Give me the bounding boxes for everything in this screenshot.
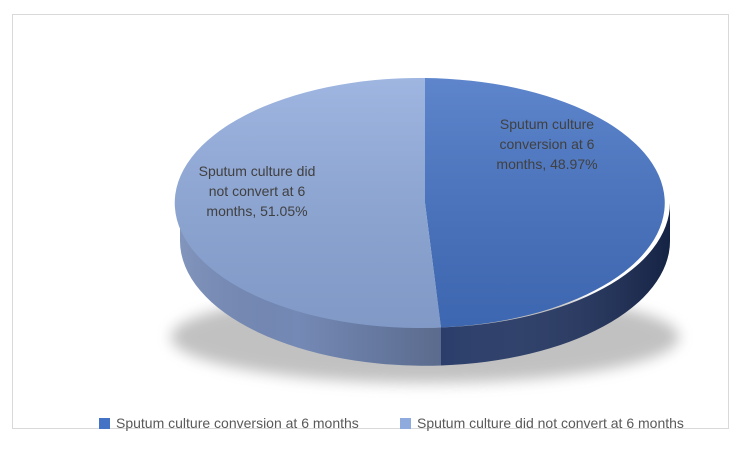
pie-3d-chart [171,77,679,383]
data-label-line: not convert at 6 [208,183,306,199]
legend-swatch-did-not-convert [400,417,411,429]
data-label-did-not-convert: Sputum culture did not convert at 6 mont… [167,161,347,221]
data-label-line: Sputum culture did [198,163,316,179]
legend-label: Sputum culture conversion at 6 months [116,415,359,431]
legend-label: Sputum culture did not convert at 6 mont… [417,415,684,431]
legend-item-did-not-convert[interactable]: Sputum culture did not convert at 6 mont… [400,415,684,431]
data-label-line: months, 51.05% [206,203,308,219]
legend-swatch-conversion [99,417,110,429]
data-label-conversion: Sputum culture conversion at 6 months, 4… [457,114,637,174]
chart-area: Sputum culture conversion at 6 months, 4… [12,14,729,431]
data-label-line: Sputum culture [499,116,595,132]
legend-item-conversion[interactable]: Sputum culture conversion at 6 months [99,415,359,431]
data-label-line: months, 48.97% [496,156,598,172]
data-label-line: conversion at 6 [499,136,595,152]
